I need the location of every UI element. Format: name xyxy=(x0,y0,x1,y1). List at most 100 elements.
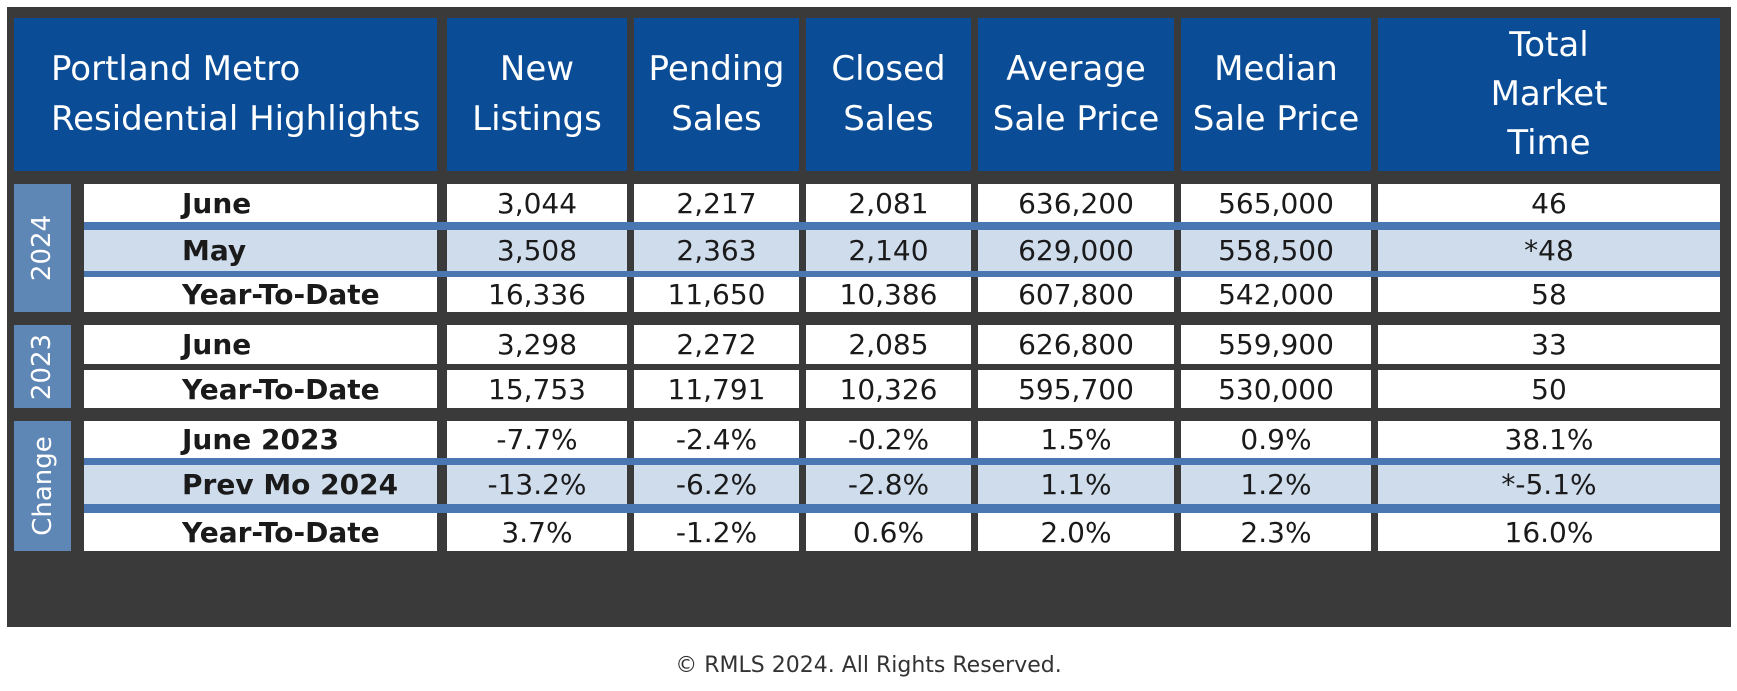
column-header-label: Pending Sales xyxy=(648,49,785,139)
column-header: New Listings xyxy=(447,18,627,171)
row-separator xyxy=(84,504,1720,513)
cell-value: 607,800 xyxy=(1018,278,1134,311)
group-label-change: Change xyxy=(14,421,71,551)
cell-value: 530,000 xyxy=(1218,372,1334,406)
copyright-footer: © RMLS 2024. All Rights Reserved. xyxy=(675,653,1062,678)
table-cell: 2.3% xyxy=(1181,513,1371,551)
row-label-text: June 2023 xyxy=(182,423,339,456)
row-label: June xyxy=(84,325,437,364)
cell-value: 2,217 xyxy=(676,186,757,220)
table-cell: -13.2% xyxy=(447,465,627,504)
cell-value: *-5.1% xyxy=(1501,468,1597,501)
cell-value: 50 xyxy=(1531,372,1567,406)
table-cell: 1.1% xyxy=(978,465,1174,504)
column-header: Average Sale Price xyxy=(978,18,1174,171)
table-cell: 0.6% xyxy=(806,513,971,551)
table-cell: 595,700 xyxy=(978,370,1174,408)
table-cell: -1.2% xyxy=(634,513,799,551)
table-cell: 2,363 xyxy=(634,230,799,271)
cell-value: 1.2% xyxy=(1240,468,1312,501)
cell-value: -2.8% xyxy=(847,468,930,501)
table-cell: 629,000 xyxy=(978,230,1174,271)
group-label-text: 2024 xyxy=(27,214,58,282)
table-cell: 33 xyxy=(1378,325,1720,364)
cell-value: 33 xyxy=(1531,328,1567,361)
table-cell: 626,800 xyxy=(978,325,1174,364)
cell-value: 11,650 xyxy=(667,278,766,311)
table-cell: 1.2% xyxy=(1181,465,1371,504)
row-label-text: Year-To-Date xyxy=(182,515,380,549)
table-cell: 607,800 xyxy=(978,277,1174,312)
table-cell: -0.2% xyxy=(806,421,971,458)
group-label-text: Change xyxy=(27,436,58,536)
cell-value: 11,791 xyxy=(667,372,766,406)
table-cell: 10,326 xyxy=(806,370,971,408)
row-label-text: Prev Mo 2024 xyxy=(182,468,399,501)
cell-value: 3,298 xyxy=(496,328,578,361)
cell-value: -6.2% xyxy=(675,468,758,501)
row-separator xyxy=(84,222,1720,230)
column-header-label: Closed Sales xyxy=(831,49,946,139)
row-label: June xyxy=(84,184,437,222)
cell-value: 1.5% xyxy=(1040,423,1112,456)
group-label-2024: 2024 xyxy=(14,184,71,312)
table-cell: 2,217 xyxy=(634,184,799,222)
table-cell: 46 xyxy=(1378,184,1720,222)
table-cell: 530,000 xyxy=(1181,370,1371,408)
cell-value: 2,085 xyxy=(848,328,929,361)
cell-value: 0.6% xyxy=(852,515,925,549)
group-label-text: 2023 xyxy=(27,333,58,400)
row-label-text: Year-To-Date xyxy=(182,278,380,311)
row-label: Prev Mo 2024 xyxy=(84,465,437,504)
column-header-label: Average Sale Price xyxy=(992,49,1160,139)
cell-value: -2.4% xyxy=(675,423,758,456)
table-cell: 11,650 xyxy=(634,277,799,312)
table-cell: 16.0% xyxy=(1378,513,1720,551)
table-cell: -6.2% xyxy=(634,465,799,504)
cell-value: 2,140 xyxy=(848,234,929,267)
table-cell: 3.7% xyxy=(447,513,627,551)
cell-value: 565,000 xyxy=(1218,186,1334,220)
table-cell: 2.0% xyxy=(978,513,1174,551)
cell-value: -1.2% xyxy=(675,515,758,549)
cell-value: 10,326 xyxy=(839,372,938,406)
cell-value: 1.1% xyxy=(1040,468,1112,501)
table-cell: 2,272 xyxy=(634,325,799,364)
table-cell: *-5.1% xyxy=(1378,465,1720,504)
cell-value: 38.1% xyxy=(1504,423,1594,456)
table-cell: 559,900 xyxy=(1181,325,1371,364)
table-cell: 558,500 xyxy=(1181,230,1371,271)
table-cell: 3,298 xyxy=(447,325,627,364)
table-cell: 2,085 xyxy=(806,325,971,364)
cell-value: 559,900 xyxy=(1218,328,1334,361)
table-cell: 3,508 xyxy=(447,230,627,271)
cell-value: -7.7% xyxy=(496,423,578,456)
column-header: Closed Sales xyxy=(806,18,971,171)
column-header: Median Sale Price xyxy=(1181,18,1371,171)
row-label-text: Year-To-Date xyxy=(182,372,380,406)
cell-value: 595,700 xyxy=(1018,372,1134,406)
table-cell: 2,081 xyxy=(806,184,971,222)
table-cell: 16,336 xyxy=(447,277,627,312)
cell-value: 2.3% xyxy=(1240,515,1312,549)
row-separator xyxy=(84,271,1720,277)
table-cell: 2,140 xyxy=(806,230,971,271)
table-cell: 50 xyxy=(1378,370,1720,408)
table-cell: 542,000 xyxy=(1181,277,1371,312)
column-header-label: New Listings xyxy=(472,49,602,139)
row-label-text: June xyxy=(182,328,252,361)
table-cell: *48 xyxy=(1378,230,1720,271)
cell-value: 3,508 xyxy=(496,234,578,267)
highlights-table: Portland Metro Residential Highlights New… xyxy=(7,7,1731,627)
cell-value: 16,336 xyxy=(488,278,586,311)
table-cell: 636,200 xyxy=(978,184,1174,222)
table-cell: 15,753 xyxy=(447,370,627,408)
cell-value: *48 xyxy=(1524,234,1574,267)
table-cell: 3,044 xyxy=(447,184,627,222)
row-separator xyxy=(84,458,1720,465)
cell-value: -0.2% xyxy=(847,423,930,456)
table-title: Portland Metro Residential Highlights xyxy=(51,49,421,139)
cell-value: 629,000 xyxy=(1018,234,1134,267)
cell-value: 2,363 xyxy=(676,234,757,267)
cell-value: 2,272 xyxy=(676,328,757,361)
